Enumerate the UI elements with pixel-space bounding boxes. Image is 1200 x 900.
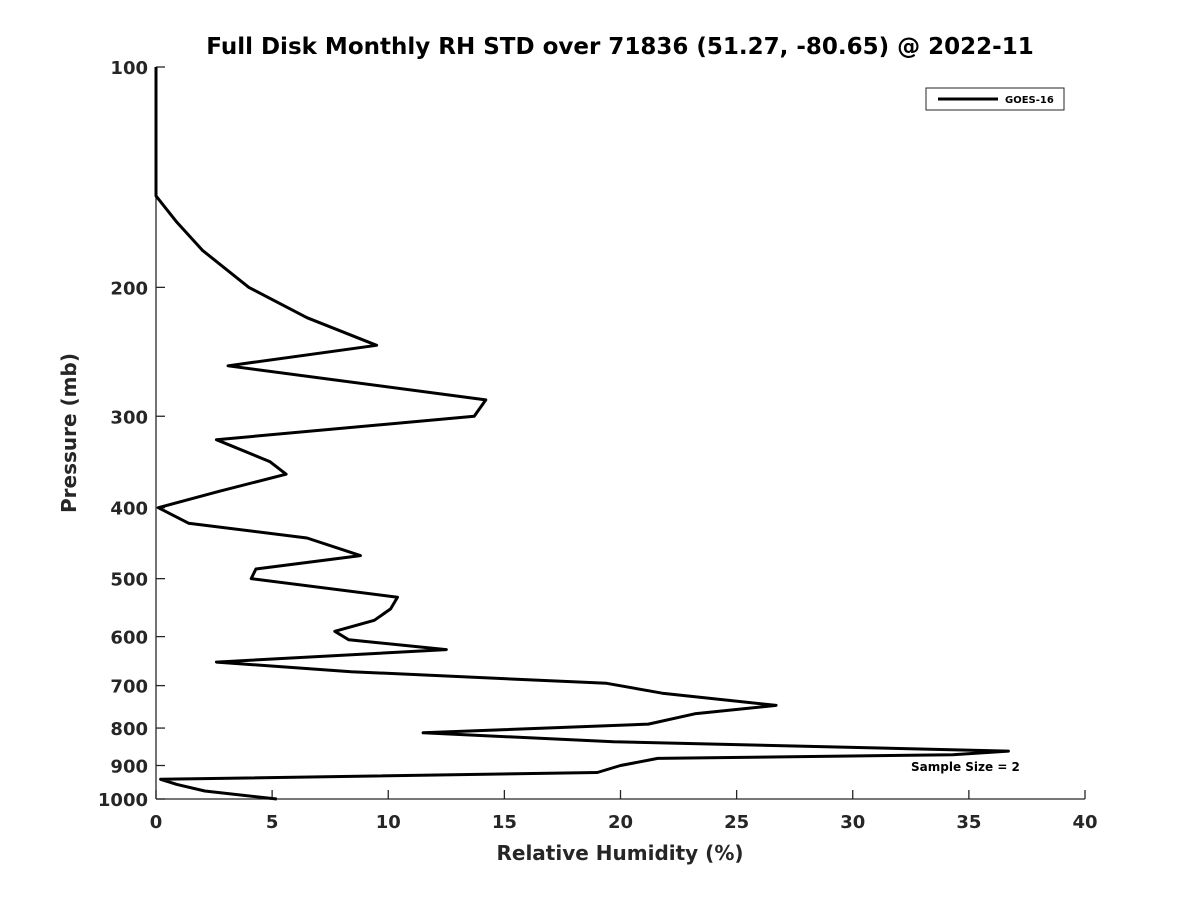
sample-size-annotation: Sample Size = 2: [911, 760, 1020, 774]
y-tick-label: 800: [110, 719, 148, 740]
chart-title: Full Disk Monthly RH STD over 71836 (51.…: [206, 34, 1033, 60]
x-tick-label: 35: [956, 812, 981, 833]
y-tick-label: 1000: [98, 790, 148, 811]
y-tick-label: 700: [110, 677, 148, 698]
y-axis-label: Pressure (mb): [57, 353, 81, 513]
y-tick-label: 400: [110, 499, 148, 520]
legend-label-goes16: GOES-16: [1005, 95, 1054, 106]
x-tick-label: 0: [150, 812, 163, 833]
y-tick-label: 500: [110, 570, 148, 591]
axis-ticks: 0 5 10 15 20 25 30 35 40 100 200 300 400 500 600 700 800…: [98, 58, 1098, 833]
series-group: [154, 67, 1010, 801]
y-tick-label: 200: [110, 278, 148, 299]
y-tick-label: 300: [110, 407, 148, 428]
legend: GOES-16: [925, 87, 1065, 111]
x-tick-label: 10: [376, 812, 401, 833]
x-tick-label: 20: [608, 812, 633, 833]
x-tick-label: 25: [724, 812, 749, 833]
x-axis-label: Relative Humidity (%): [496, 841, 743, 865]
x-tick-label: 40: [1072, 812, 1097, 833]
series-line-goes16: [154, 67, 1010, 801]
y-tick-label: 900: [110, 757, 148, 778]
y-tick-label: 100: [110, 58, 148, 79]
y-tick-label: 600: [110, 628, 148, 649]
x-tick-label: 5: [266, 812, 279, 833]
x-tick-label: 30: [840, 812, 865, 833]
x-tick-label: 15: [492, 812, 517, 833]
